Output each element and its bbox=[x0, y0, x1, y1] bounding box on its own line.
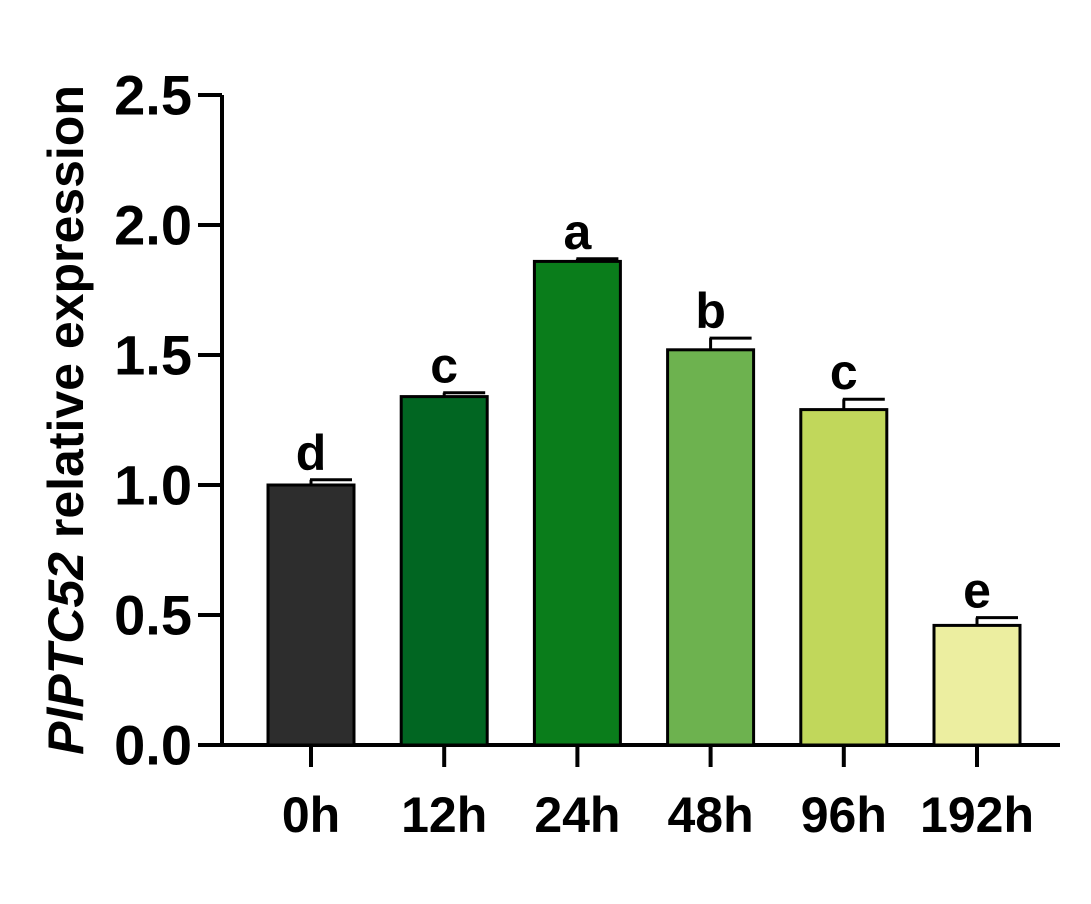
y-axis-label-gene: PlPTC52 bbox=[38, 552, 94, 755]
bar-0h bbox=[266, 483, 356, 747]
significance-letter: d bbox=[296, 425, 327, 481]
category-label: 48h bbox=[668, 787, 754, 843]
bar-192h bbox=[932, 623, 1022, 747]
axes bbox=[198, 93, 1060, 767]
y-axis-label: PlPTC52 relative expression bbox=[38, 85, 94, 755]
significance-letter: c bbox=[430, 338, 458, 394]
significance-letter: e bbox=[963, 563, 991, 619]
bar-48h bbox=[666, 348, 756, 747]
y-tick-label: 1.5 bbox=[114, 324, 192, 387]
category-label: 24h bbox=[534, 787, 620, 843]
significance-letter: a bbox=[563, 204, 592, 260]
bar-12h bbox=[399, 395, 489, 747]
significance-letter: b bbox=[695, 283, 726, 339]
y-tick-label: 2.0 bbox=[114, 194, 192, 257]
category-label: 96h bbox=[801, 787, 887, 843]
significance-letter: c bbox=[830, 344, 858, 400]
category-label: 12h bbox=[401, 787, 487, 843]
bars bbox=[266, 257, 1022, 747]
y-tick-label: 2.5 bbox=[114, 64, 192, 127]
category-label: 0h bbox=[282, 787, 340, 843]
y-tick-label: 1.0 bbox=[114, 454, 192, 517]
y-tick-label: 0.0 bbox=[114, 714, 192, 777]
bar-96h bbox=[799, 408, 889, 747]
svg-text:PlPTC52 relative expression: PlPTC52 relative expression bbox=[38, 85, 94, 755]
labels: 0.0 0.5 1.0 1.5 2.0 2.5 0h d 12h c 24h a 48h b 96h c 192… bbox=[114, 64, 1034, 844]
bar-24h bbox=[532, 259, 622, 747]
y-axis-label-text: relative expression bbox=[38, 85, 94, 552]
y-tick-label: 0.5 bbox=[114, 584, 192, 647]
category-label: 192h bbox=[920, 787, 1034, 843]
